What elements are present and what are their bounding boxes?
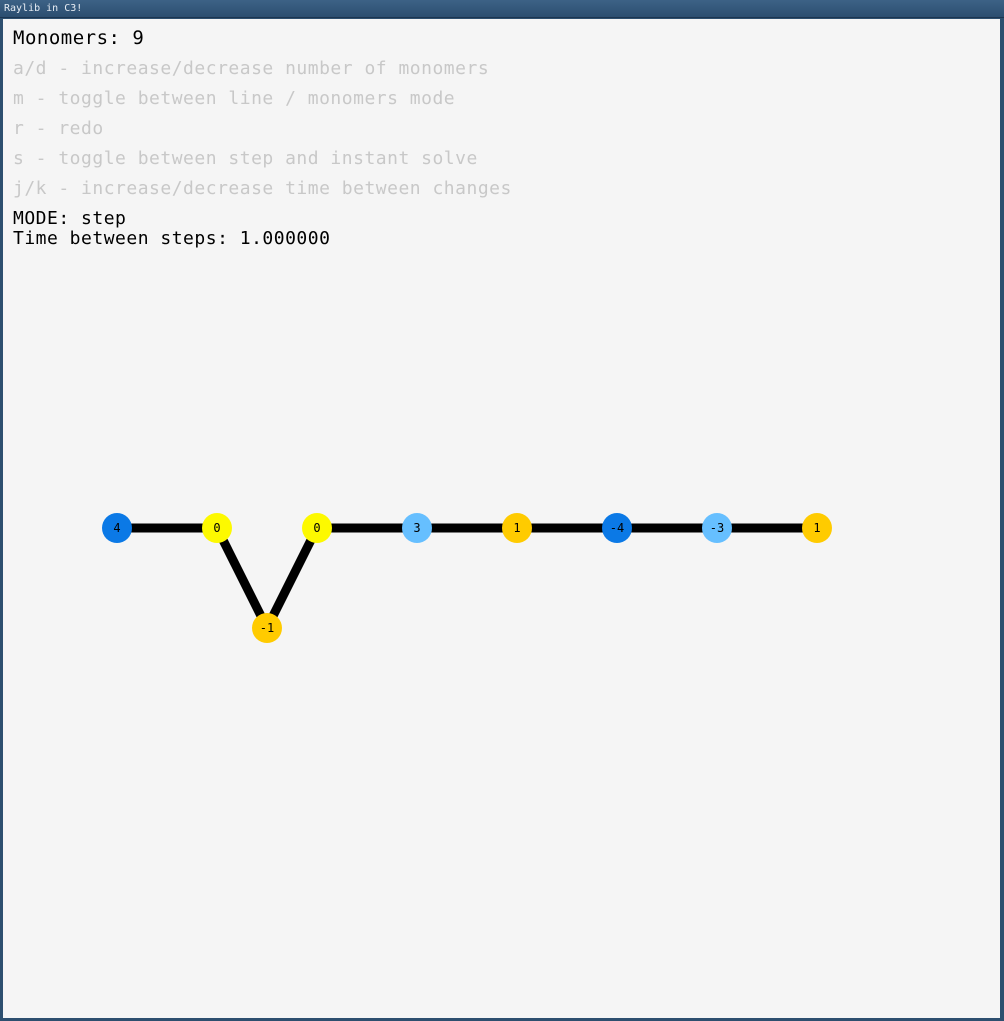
monomer-label: -4 (610, 521, 624, 535)
window-title: Raylib in C3! (4, 3, 83, 14)
monomer-label: -1 (260, 621, 274, 635)
monomer-0: 4 (102, 513, 132, 543)
monomer-label: -3 (710, 521, 724, 535)
monomer-2: -1 (252, 613, 282, 643)
monomer-6: -4 (602, 513, 632, 543)
monomer-label: 4 (113, 521, 120, 535)
monomer-label: 1 (513, 521, 520, 535)
monomer-8: 1 (802, 513, 832, 543)
monomer-layer: 4 0 -1 0 3 1 -4 -3 1 (102, 513, 832, 643)
time-between-steps-label: Time between steps: 1.000000 (13, 228, 331, 249)
monomer-circle (502, 513, 532, 543)
help-line-ad: a/d - increase/decrease number of monome… (13, 58, 490, 79)
monomer-label: 3 (413, 521, 420, 535)
help-line-s: s - toggle between step and instant solv… (13, 148, 478, 169)
bond-2-3 (262, 525, 322, 631)
monomer-circle (302, 513, 332, 543)
monomer-circle (102, 513, 132, 543)
monomer-circle (602, 513, 632, 543)
monomer-1: 0 (202, 513, 232, 543)
monomer-4: 3 (402, 513, 432, 543)
monomer-3: 0 (302, 513, 332, 543)
monomer-count-label: Monomers: 9 (13, 27, 145, 49)
monomer-circle (702, 513, 732, 543)
help-line-r: r - redo (13, 118, 104, 139)
bond-layer (117, 523, 817, 631)
raylib-canvas[interactable]: Monomers: 9 a/d - increase/decrease numb… (3, 19, 1000, 1018)
window-titlebar[interactable]: Raylib in C3! (0, 0, 1004, 18)
monomer-label: 0 (313, 521, 320, 535)
monomer-label: 0 (213, 521, 220, 535)
help-line-jk: j/k - increase/decrease time between cha… (13, 178, 512, 199)
mode-label: MODE: step (13, 208, 127, 229)
monomer-5: 1 (502, 513, 532, 543)
monomer-chain: 4 0 -1 0 3 1 -4 -3 1 (102, 513, 832, 643)
monomer-circle (802, 513, 832, 543)
monomer-circle (252, 613, 282, 643)
monomer-7: -3 (702, 513, 732, 543)
help-line-m: m - toggle between line / monomers mode (13, 88, 456, 109)
monomer-circle (202, 513, 232, 543)
monomer-circle (402, 513, 432, 543)
bond-1-2 (212, 525, 272, 631)
monomer-label: 1 (813, 521, 820, 535)
